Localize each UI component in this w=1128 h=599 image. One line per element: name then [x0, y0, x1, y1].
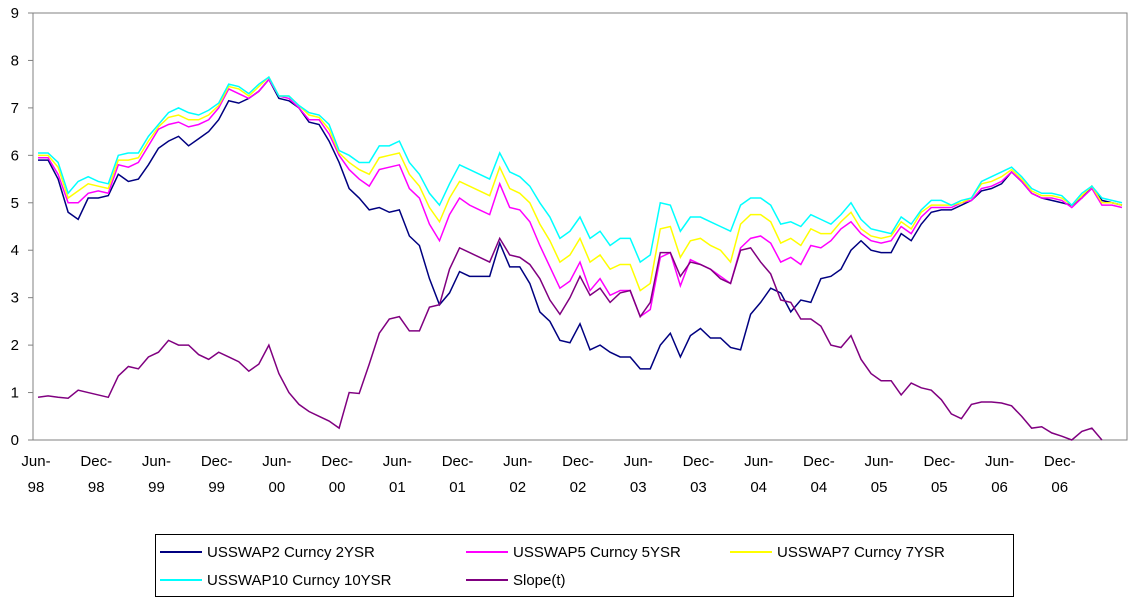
- x-tick-label: Jun-98: [21, 453, 50, 496]
- x-tick-label: Jun-01: [383, 453, 412, 496]
- legend-label: USSWAP10 Curncy 10YSR: [207, 572, 392, 589]
- y-tick-label: 9: [11, 5, 19, 22]
- y-tick-label: 0: [11, 432, 19, 449]
- legend-label: USSWAP7 Curncy 7YSR: [777, 544, 945, 561]
- x-tick-label: Dec-02: [562, 453, 594, 496]
- series-line: [38, 78, 1123, 370]
- y-tick-label: 5: [11, 195, 19, 212]
- y-tick-label: 4: [11, 242, 19, 259]
- x-tick-label: Dec-98: [80, 453, 112, 496]
- y-tick-label: 3: [11, 290, 19, 307]
- x-tick-label: Jun-03: [624, 453, 653, 496]
- x-tick-label: Dec-00: [321, 453, 353, 496]
- series-line: [37, 236, 1103, 441]
- plot-area: [32, 12, 1128, 441]
- x-tick-label: Jun-05: [865, 453, 894, 496]
- legend-box: [155, 534, 1014, 597]
- x-tick-label: Dec-99: [201, 453, 233, 496]
- x-tick-label: Jun-99: [142, 453, 171, 496]
- x-tick-label: Dec-05: [923, 453, 955, 496]
- legend-label: USSWAP5 Curncy 5YSR: [513, 544, 681, 561]
- y-tick-label: 6: [11, 147, 19, 164]
- x-tick-label: Dec-06: [1044, 453, 1076, 496]
- x-tick-label: Jun-00: [262, 453, 291, 496]
- x-tick-label: Dec-01: [442, 453, 474, 496]
- y-tick-label: 1: [11, 385, 19, 402]
- x-tick-label: Jun-02: [503, 453, 532, 496]
- legend-label: Slope(t): [513, 572, 566, 589]
- series-line: [38, 78, 1123, 318]
- y-tick-label: 7: [11, 100, 19, 117]
- y-tick-label: 8: [11, 52, 19, 69]
- x-tick-label: Dec-03: [683, 453, 715, 496]
- series-line: [38, 75, 1123, 292]
- x-tick-label: Dec-04: [803, 453, 835, 496]
- x-tick-label: Jun-06: [985, 453, 1014, 496]
- x-tick-label: Jun-04: [744, 453, 773, 496]
- legend-label: USSWAP2 Curncy 2YSR: [207, 544, 375, 561]
- y-tick-label: 2: [11, 337, 19, 354]
- series-line: [38, 75, 1123, 264]
